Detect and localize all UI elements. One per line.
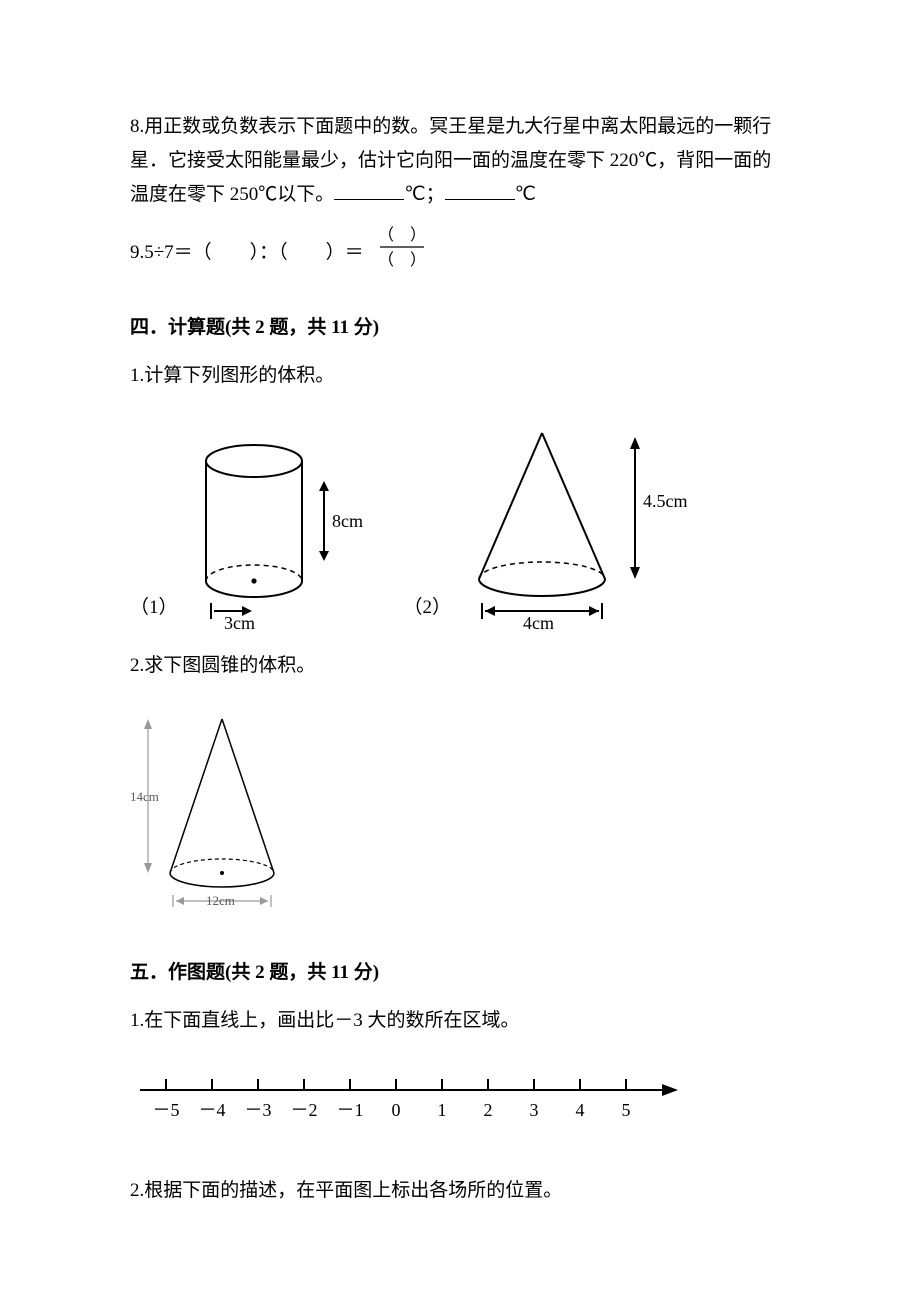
cone2-right <box>222 719 274 873</box>
tick-label: －1 <box>337 1100 364 1120</box>
cone2-d-label: 12cm <box>206 893 235 908</box>
cone2-h-label: 14cm <box>130 789 159 804</box>
s4-q1-num: 1. <box>130 365 144 386</box>
section-5-title: 五．作图题(共 2 题，共 11 分) <box>130 956 790 990</box>
tick-label: 4 <box>576 1100 585 1120</box>
cylinder-top-ellipse <box>206 445 302 477</box>
q8-unit-2: ℃ <box>515 184 536 205</box>
figure-1-label: （1） <box>130 591 178 625</box>
tick-label: 2 <box>484 1100 493 1120</box>
cone2-center <box>220 871 224 875</box>
s5-q1-text: 在下面直线上，画出比－3 大的数所在区域。 <box>144 1010 519 1031</box>
q8-unit-1: ℃； <box>404 184 444 205</box>
tick-label: 1 <box>438 1100 447 1120</box>
s5-q1-num: 1. <box>130 1010 144 1031</box>
cone2-svg: 14cm 12cm <box>130 705 310 915</box>
fraction-svg: （ ） （ ） <box>374 223 430 271</box>
cyl-r-label: 3cm <box>224 613 255 631</box>
cone1-right <box>542 433 605 579</box>
tick-label: －2 <box>291 1100 318 1120</box>
q9-fraction: （ ） （ ） <box>374 223 430 283</box>
s4-q1: 1.计算下列图形的体积。 <box>130 359 790 393</box>
cylinder-center-dot <box>251 579 256 584</box>
cone2-h-arrow-b <box>144 863 152 873</box>
cone1-d-arrow-l <box>485 606 495 616</box>
page: 8.用正数或负数表示下面题中的数。冥王星是九大行星中离太阳最远的一颗行星．它接受… <box>0 0 920 1302</box>
s4-q2-text: 求下图圆锥的体积。 <box>144 655 315 676</box>
cone2-h-arrow-t <box>144 719 152 729</box>
tick-label: 5 <box>622 1100 631 1120</box>
cone1-h-arrow-t <box>630 437 640 449</box>
cone1-h-arrow-b <box>630 567 640 579</box>
cone2-base-front <box>170 873 274 887</box>
cone2-left <box>170 719 222 873</box>
figure-row: （1） 8cm 3cm （ <box>130 421 790 631</box>
figure-1-block: （1） 8cm 3cm <box>130 431 364 631</box>
cyl-h-arrow-bot <box>319 551 329 561</box>
number-line-svg: －5 －4 －3 －2 －1 0 1 2 3 4 5 <box>130 1066 730 1126</box>
number-line-arrow <box>662 1084 678 1096</box>
cyl-h-arrow-top <box>319 481 329 491</box>
cone2-d-arrow-l <box>176 897 184 905</box>
s5-q2-num: 2. <box>130 1180 144 1201</box>
s4-q2-num: 2. <box>130 655 144 676</box>
cone1-d-arrow-r <box>589 606 599 616</box>
q9-number: 9. <box>130 236 144 270</box>
cone1-base-front <box>479 579 605 596</box>
tick-label: －3 <box>245 1100 272 1120</box>
frac-denominator: （ ） <box>378 251 426 269</box>
q8-number: 8. <box>130 116 144 137</box>
number-line: －5 －4 －3 －2 －1 0 1 2 3 4 5 <box>130 1066 790 1138</box>
s5-q2-text: 根据下面的描述，在平面图上标出各场所的位置。 <box>144 1180 562 1201</box>
q8-blank-1 <box>334 178 404 200</box>
cone1-d-label: 4cm <box>523 613 554 631</box>
question-9: 9. 5÷7＝（ ）：（ ）＝ （ ） （ ） <box>130 223 790 283</box>
figure-2-block: （2） 4.5cm 4cm <box>404 421 688 631</box>
s5-q2: 2.根据下面的描述，在平面图上标出各场所的位置。 <box>130 1174 790 1208</box>
cone2-base-back <box>170 859 274 873</box>
s4-q2: 2.求下图圆锥的体积。 <box>130 649 790 683</box>
tick-label: 3 <box>530 1100 539 1120</box>
question-8: 8.用正数或负数表示下面题中的数。冥王星是九大行星中离太阳最远的一颗行星．它接受… <box>130 110 790 213</box>
tick-label: 0 <box>392 1100 401 1120</box>
tick-label: －5 <box>153 1100 180 1120</box>
q8-blank-2 <box>445 178 515 200</box>
cylinder-svg: 8cm 3cm <box>184 431 364 631</box>
tick-label: －4 <box>199 1100 226 1120</box>
cone2-d-arrow-r <box>260 897 268 905</box>
cyl-h-label: 8cm <box>332 511 363 531</box>
cone1-svg: 4.5cm 4cm <box>457 421 687 631</box>
q9-text: 5÷7＝（ ）：（ ）＝ <box>144 236 363 270</box>
section-4-title: 四．计算题(共 2 题，共 11 分) <box>130 311 790 345</box>
frac-numerator: （ ） <box>378 226 426 244</box>
cone1-left <box>479 433 542 579</box>
cone2-figure: 14cm 12cm <box>130 705 790 927</box>
s4-q1-text: 计算下列图形的体积。 <box>144 365 334 386</box>
figure-2-label: （2） <box>404 591 452 625</box>
cone1-h-label: 4.5cm <box>643 491 687 511</box>
cone1-base-back <box>479 562 605 579</box>
s5-q1: 1.在下面直线上，画出比－3 大的数所在区域。 <box>130 1004 790 1038</box>
